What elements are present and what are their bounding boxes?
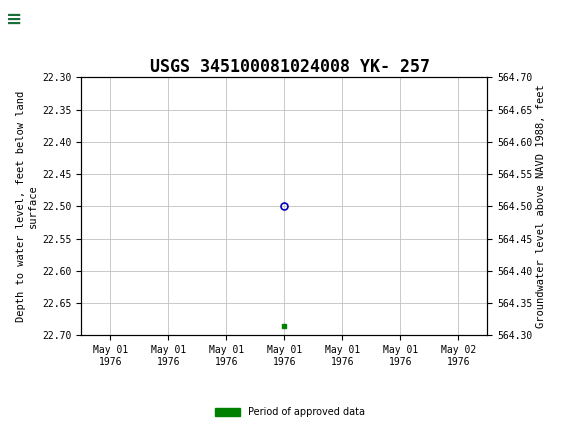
Legend: Period of approved data: Period of approved data [212, 403, 368, 421]
Text: ≡: ≡ [6, 10, 22, 29]
Y-axis label: Groundwater level above NAVD 1988, feet: Groundwater level above NAVD 1988, feet [536, 85, 546, 328]
Text: USGS 345100081024008 YK- 257: USGS 345100081024008 YK- 257 [150, 58, 430, 76]
Text: USGS: USGS [29, 10, 84, 28]
Y-axis label: Depth to water level, feet below land
surface: Depth to water level, feet below land su… [16, 91, 38, 322]
Bar [3, 4, 78, 35]
